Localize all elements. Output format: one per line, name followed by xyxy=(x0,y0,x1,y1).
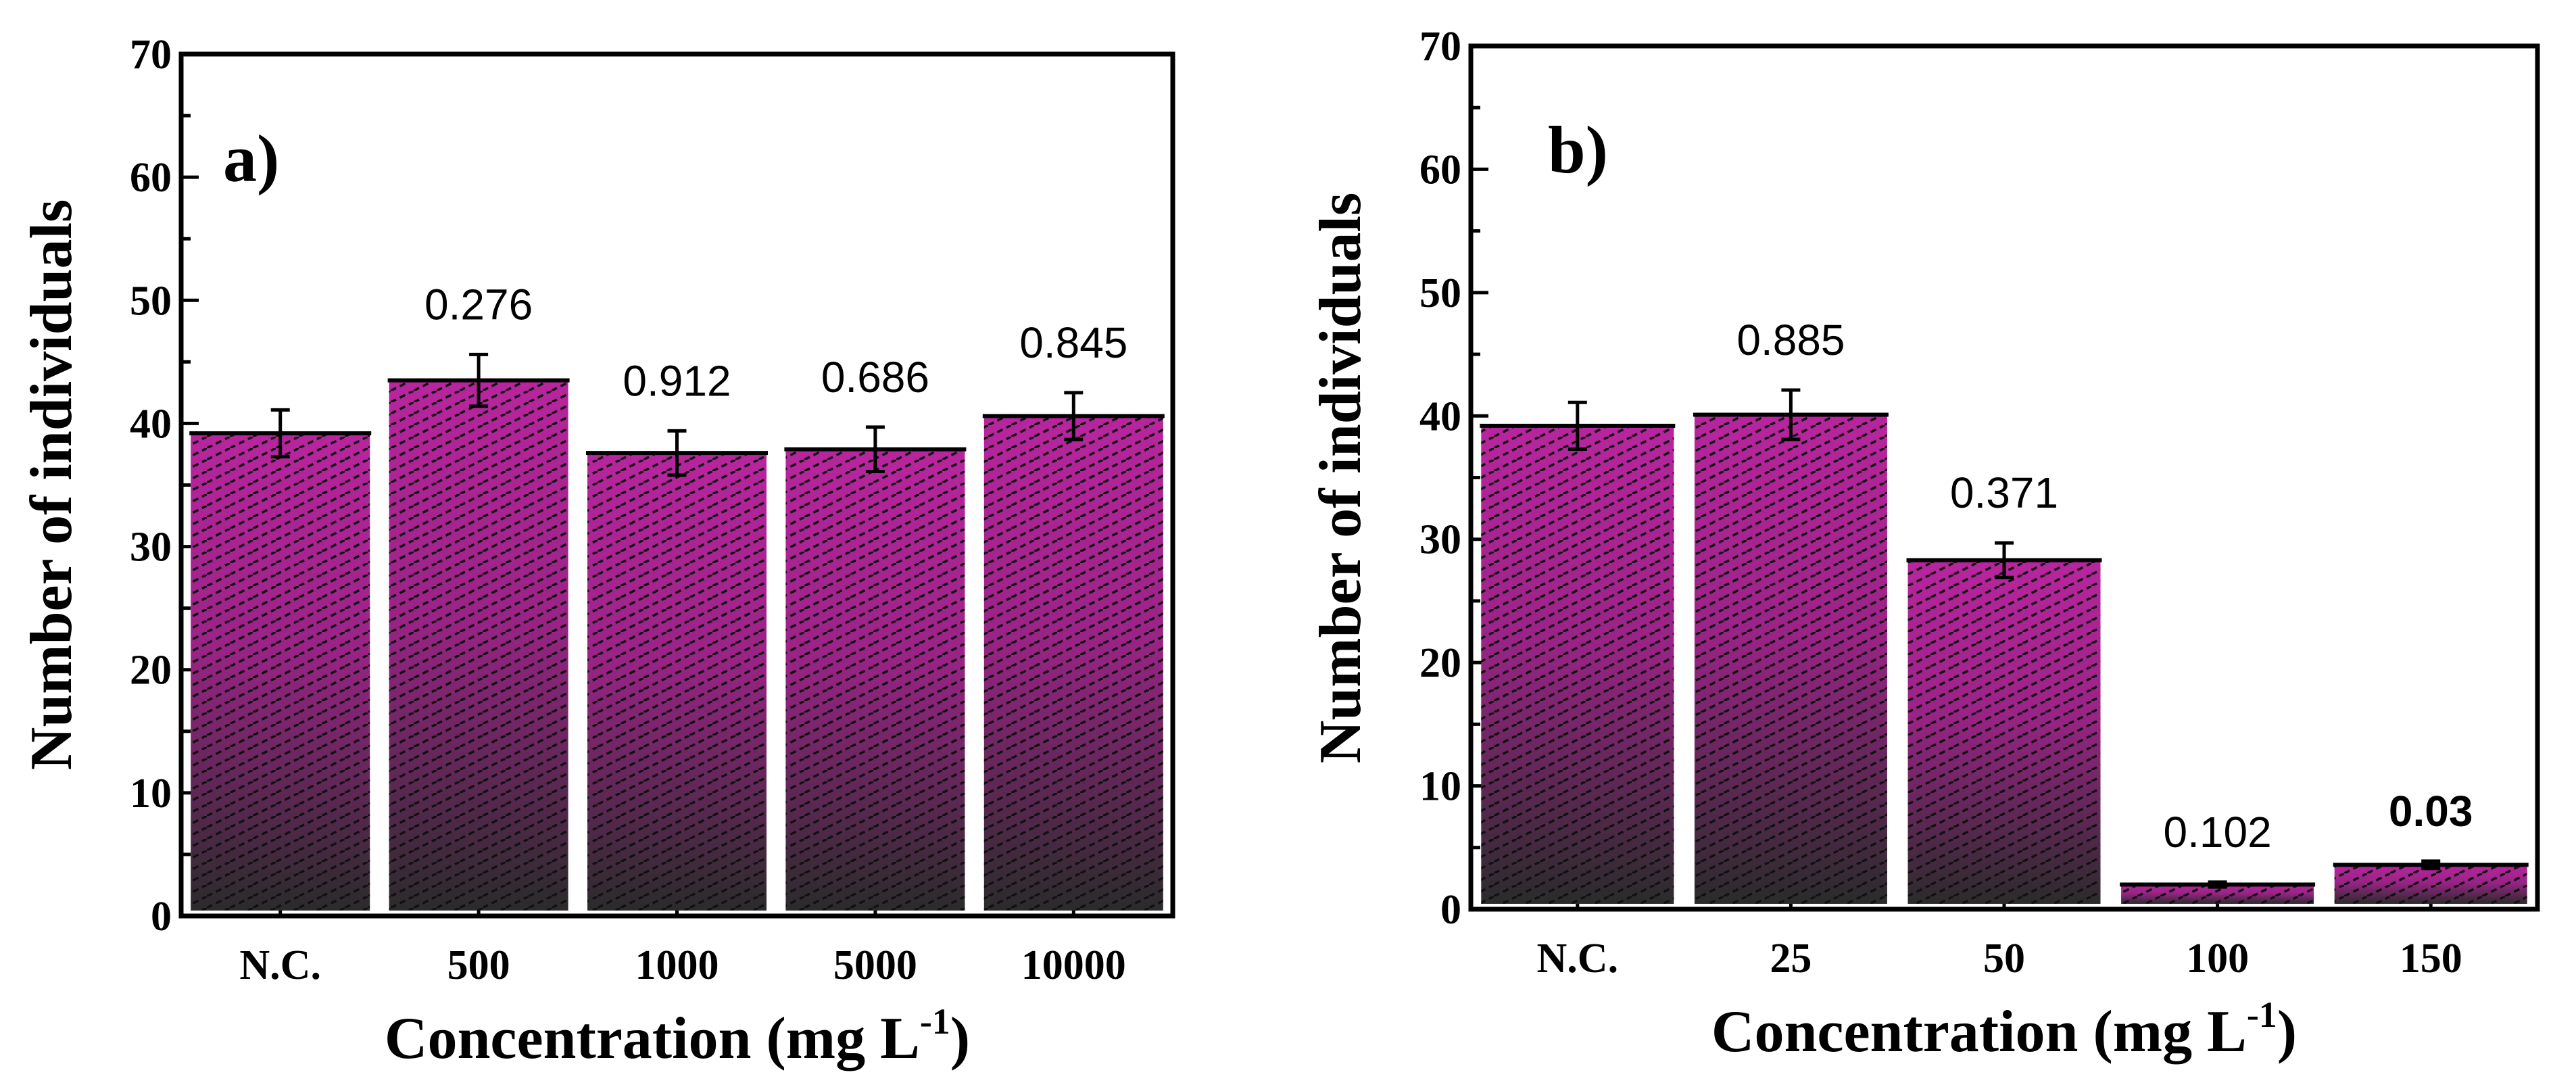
bar-hatch xyxy=(983,416,1163,911)
data-label: 0.885 xyxy=(1736,316,1845,364)
data-label: 0.102 xyxy=(2164,808,2272,856)
bar-hatch xyxy=(1694,414,1887,904)
bar-group: N.C. 0.885 25 0.371 50 0.102 100 0.03 150 xyxy=(1480,316,2529,982)
bar-hatch xyxy=(2334,865,2527,904)
x-tick-label: 150 xyxy=(2400,936,2462,982)
chart-panel-b: 0 10 20 30 40 50 60 70 N.C. 0.885 25 0.371 50 0.102 1… xyxy=(1308,24,2540,1065)
x-tick-label: 50 xyxy=(1983,936,2025,982)
x-tick-label: 25 xyxy=(1770,936,1812,982)
bar-hatch xyxy=(191,433,370,911)
y-tick-label: 70 xyxy=(1419,24,1461,70)
y-tick-label: 20 xyxy=(1419,640,1461,686)
y-axis-ticks: 0 10 20 30 40 50 60 70 xyxy=(130,32,1075,940)
bar-hatch xyxy=(389,380,568,911)
y-tick-label: 40 xyxy=(1419,393,1461,439)
data-label: 0.845 xyxy=(1019,318,1127,367)
y-tick-label: 70 xyxy=(130,32,172,78)
x-tick-label: 1000 xyxy=(635,942,719,988)
bar-hatch xyxy=(1907,560,2101,904)
x-axis-title: Concentration (mg L-1) xyxy=(1711,994,2297,1065)
panel-label-a: a) xyxy=(223,121,279,196)
data-label: 0.03 xyxy=(2389,787,2473,836)
x-tick-label: N.C. xyxy=(1537,936,1619,982)
bar-hatch xyxy=(1481,425,1674,904)
data-label: 0.371 xyxy=(1950,468,2058,517)
x-tick-label: 100 xyxy=(2186,936,2249,982)
y-tick-label: 30 xyxy=(1419,517,1461,563)
y-tick-label: 40 xyxy=(130,401,172,447)
x-tick-label: 10000 xyxy=(1021,942,1126,988)
y-tick-label: 0 xyxy=(151,894,172,940)
bar-hatch xyxy=(785,449,965,911)
y-tick-label: 60 xyxy=(1419,147,1461,193)
bar-hatch xyxy=(587,453,767,911)
y-tick-label: 50 xyxy=(130,278,172,324)
x-tick-label: 500 xyxy=(447,942,510,988)
y-axis-title: Number of individuals xyxy=(1308,193,1374,763)
x-tick-label: 5000 xyxy=(833,942,917,988)
y-tick-label: 20 xyxy=(130,648,172,694)
data-label: 0.686 xyxy=(821,353,929,402)
y-tick-label: 10 xyxy=(130,771,172,817)
x-tick-label: N.C. xyxy=(239,942,321,988)
y-tick-label: 0 xyxy=(1440,887,1461,933)
y-tick-label: 10 xyxy=(1419,764,1461,810)
bar-group: N.C. 0.276 500 0.912 1000 0.686 5000 0.845 10000 xyxy=(189,280,1165,988)
y-tick-label: 30 xyxy=(130,525,172,571)
x-axis-title: Concentration (mg L-1) xyxy=(385,1001,970,1071)
data-label: 0.912 xyxy=(623,356,731,405)
data-label: 0.276 xyxy=(424,280,533,329)
y-tick-label: 50 xyxy=(1419,270,1461,316)
panel-label-b: b) xyxy=(1548,112,1608,187)
y-axis-title: Number of individuals xyxy=(19,199,84,770)
y-tick-label: 60 xyxy=(130,155,172,201)
chart-panel-a: 0 10 20 30 40 50 60 70 N.C. 0.276 500 0.912 1000 0.6… xyxy=(19,32,1175,1071)
